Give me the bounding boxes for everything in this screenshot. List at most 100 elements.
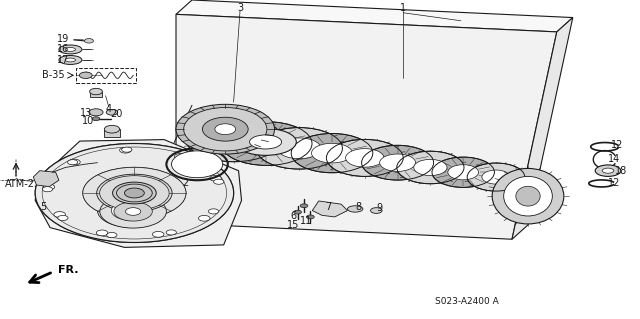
Circle shape — [300, 204, 308, 208]
Circle shape — [35, 144, 234, 242]
Text: 17: 17 — [56, 55, 69, 65]
Text: 12: 12 — [608, 178, 621, 189]
Ellipse shape — [482, 170, 510, 184]
Circle shape — [120, 147, 131, 153]
Text: 10: 10 — [82, 116, 95, 126]
Ellipse shape — [346, 149, 384, 167]
Circle shape — [179, 155, 189, 160]
Ellipse shape — [602, 168, 614, 173]
Text: 14: 14 — [608, 154, 621, 165]
Circle shape — [113, 182, 156, 204]
Polygon shape — [35, 140, 241, 248]
Circle shape — [35, 144, 234, 242]
Ellipse shape — [65, 58, 76, 62]
Text: 9: 9 — [376, 203, 383, 213]
Text: B-35: B-35 — [42, 70, 64, 80]
Circle shape — [96, 230, 108, 236]
Circle shape — [125, 208, 141, 215]
Ellipse shape — [184, 108, 267, 151]
Ellipse shape — [362, 145, 434, 180]
Circle shape — [97, 174, 172, 212]
Circle shape — [83, 167, 186, 219]
Circle shape — [100, 176, 169, 210]
Circle shape — [43, 184, 54, 190]
Circle shape — [116, 184, 152, 202]
Ellipse shape — [432, 157, 494, 188]
Circle shape — [54, 211, 65, 217]
Ellipse shape — [221, 122, 312, 165]
Ellipse shape — [235, 129, 296, 155]
Circle shape — [106, 109, 118, 115]
Circle shape — [210, 175, 221, 181]
Ellipse shape — [186, 116, 282, 162]
Ellipse shape — [504, 176, 552, 216]
Text: 5: 5 — [40, 202, 47, 212]
Circle shape — [83, 167, 186, 219]
Circle shape — [89, 109, 103, 116]
Text: 12: 12 — [611, 140, 624, 150]
Circle shape — [124, 188, 145, 198]
Ellipse shape — [516, 186, 540, 206]
Ellipse shape — [243, 133, 289, 154]
Text: 3: 3 — [237, 3, 243, 13]
Circle shape — [371, 208, 382, 213]
Text: 6: 6 — [290, 211, 296, 221]
Ellipse shape — [448, 165, 479, 180]
Ellipse shape — [414, 159, 447, 175]
Text: 18: 18 — [614, 166, 627, 176]
Ellipse shape — [291, 133, 372, 173]
Text: 13: 13 — [80, 108, 93, 118]
Text: 1: 1 — [400, 3, 406, 13]
Ellipse shape — [326, 139, 403, 176]
Polygon shape — [104, 129, 120, 137]
Ellipse shape — [59, 56, 82, 64]
Circle shape — [92, 117, 100, 121]
Ellipse shape — [397, 151, 464, 184]
Bar — [76, 68, 136, 83]
Circle shape — [58, 215, 68, 220]
Circle shape — [68, 159, 80, 165]
Text: 11: 11 — [300, 216, 312, 226]
Circle shape — [307, 215, 314, 219]
Ellipse shape — [492, 168, 564, 224]
Circle shape — [90, 88, 102, 95]
Circle shape — [111, 201, 151, 220]
Polygon shape — [90, 92, 102, 97]
Ellipse shape — [215, 124, 236, 135]
Text: 7: 7 — [325, 202, 332, 212]
Circle shape — [104, 125, 120, 133]
Text: 16: 16 — [56, 44, 69, 55]
Circle shape — [100, 195, 166, 228]
Circle shape — [84, 39, 93, 43]
Text: 8: 8 — [355, 202, 362, 212]
Ellipse shape — [278, 138, 321, 159]
Text: 15: 15 — [287, 220, 300, 230]
Circle shape — [42, 187, 52, 192]
Ellipse shape — [202, 117, 248, 141]
Polygon shape — [176, 14, 557, 239]
Ellipse shape — [595, 165, 621, 176]
Circle shape — [166, 230, 177, 235]
Ellipse shape — [348, 206, 363, 212]
Circle shape — [294, 210, 301, 214]
Circle shape — [198, 215, 210, 221]
Ellipse shape — [380, 154, 415, 171]
Ellipse shape — [209, 127, 258, 150]
Text: S023-A2400 A: S023-A2400 A — [435, 297, 499, 306]
Text: ATM-23: ATM-23 — [5, 179, 41, 189]
Ellipse shape — [250, 135, 282, 149]
Ellipse shape — [59, 45, 82, 54]
Circle shape — [209, 209, 219, 214]
Ellipse shape — [467, 163, 525, 191]
Circle shape — [122, 147, 132, 152]
Ellipse shape — [65, 48, 76, 51]
Polygon shape — [312, 201, 348, 217]
Circle shape — [97, 194, 165, 227]
Text: 20: 20 — [110, 109, 123, 119]
Polygon shape — [176, 0, 573, 32]
Text: 4: 4 — [106, 104, 112, 114]
Circle shape — [68, 160, 78, 165]
Circle shape — [152, 232, 164, 237]
Circle shape — [114, 202, 152, 221]
Text: 19: 19 — [56, 34, 69, 44]
